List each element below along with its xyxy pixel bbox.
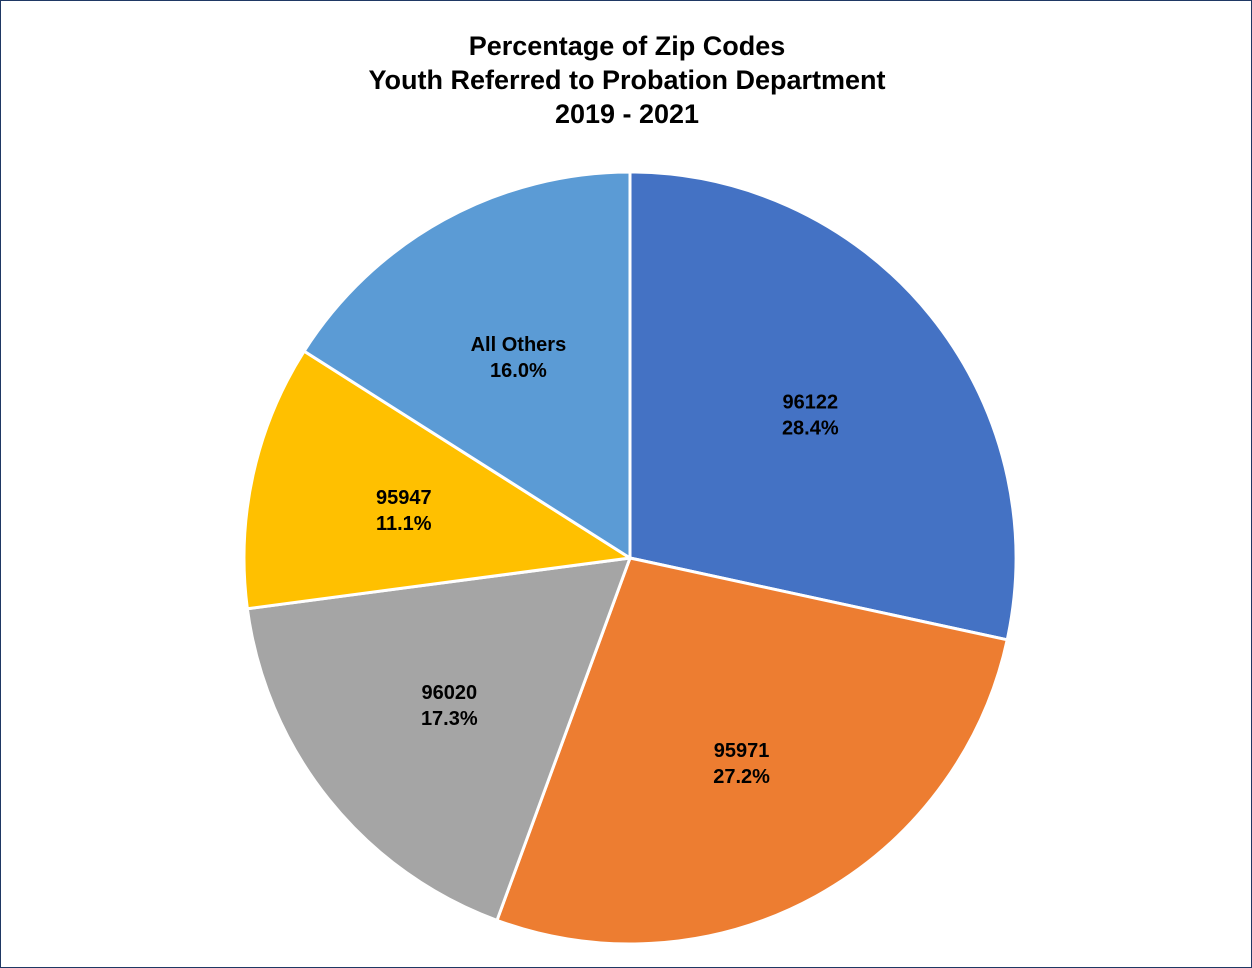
slice-percent-label: 27.2% — [713, 766, 770, 788]
slice-percent-label: 17.3% — [421, 708, 478, 730]
slice-label-95947: 95947 11.1% — [376, 487, 432, 535]
slice-category-label: 95971 — [714, 740, 770, 762]
pie-slice-95947 — [242, 349, 632, 611]
slice-label-96122: 96122 28.4% — [782, 392, 839, 440]
slice-label-96020: 96020 17.3% — [421, 682, 478, 730]
slice-percent-label: 28.4% — [782, 418, 839, 440]
pie-slice-96122 — [628, 170, 1018, 642]
chart-title-line-2: Youth Referred to Probation Department — [368, 65, 886, 95]
slice-percent-label: 16.0% — [490, 360, 547, 382]
chart-title-line-3: 2019 - 2021 — [554, 99, 700, 129]
slice-label-95971: 95971 27.2% — [713, 740, 770, 788]
slice-category-label: 96122 — [782, 392, 838, 414]
chart-title-line-1: Percentage of Zip Codes — [468, 31, 786, 61]
slice-category-label: 95947 — [376, 487, 432, 509]
slice-label-all-others: All Others 16.0% — [471, 334, 567, 382]
pie-slice-95971 — [495, 556, 1009, 946]
pie-slice-96020 — [245, 556, 632, 922]
slice-category-label: 96020 — [421, 682, 477, 704]
slice-percent-label: 11.1% — [376, 513, 432, 535]
slice-category-label: All Others — [471, 334, 567, 356]
pie-slice-all-others — [302, 170, 632, 560]
chart-title: Percentage of Zip Codes Youth Referred t… — [1, 29, 1252, 131]
